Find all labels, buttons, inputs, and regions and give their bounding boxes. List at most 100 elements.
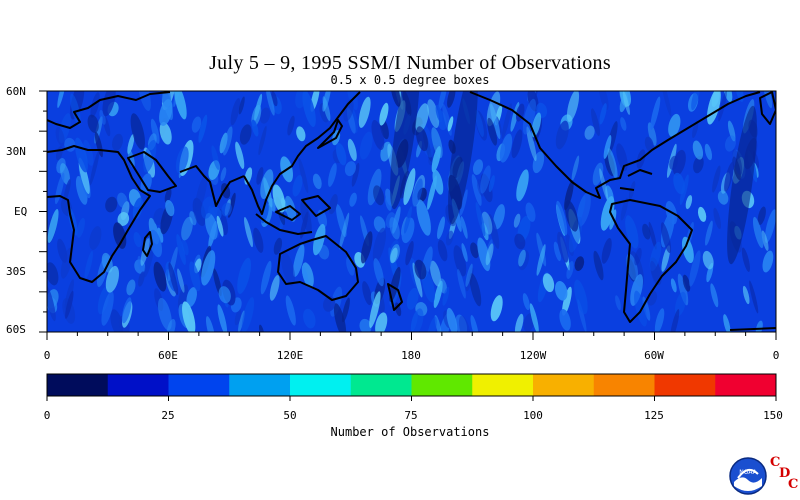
swath-mark bbox=[133, 231, 142, 248]
swath-mark bbox=[359, 318, 372, 332]
swath-mark bbox=[379, 102, 389, 126]
swath-mark bbox=[130, 113, 145, 150]
swath-mark bbox=[359, 131, 373, 160]
coastline-europe bbox=[47, 91, 171, 129]
swath-mark bbox=[525, 202, 536, 222]
swath-mark bbox=[343, 99, 354, 122]
colorbar-tick-75: 75 bbox=[404, 409, 418, 422]
swath-mark bbox=[764, 209, 776, 244]
swath-mark bbox=[431, 127, 443, 159]
swath-mark bbox=[138, 91, 151, 112]
swath-mark bbox=[89, 226, 102, 250]
swath-mark bbox=[175, 146, 189, 174]
swath-mark bbox=[644, 136, 654, 153]
swath-mark bbox=[562, 286, 572, 316]
swath-mark bbox=[217, 304, 228, 332]
swath-mark bbox=[446, 307, 458, 332]
colorbar-tick-50: 50 bbox=[283, 409, 297, 422]
coastline-greenland bbox=[759, 91, 776, 125]
swath-mark bbox=[469, 273, 482, 307]
colorbar-swatch bbox=[168, 374, 230, 396]
swath-mark bbox=[205, 316, 216, 332]
swath-mark bbox=[238, 96, 245, 115]
swath-mark bbox=[668, 113, 681, 137]
swath-mark bbox=[616, 143, 628, 172]
swath-mark bbox=[159, 99, 173, 126]
lat-label-eq: EQ bbox=[14, 205, 28, 218]
swath-mark bbox=[553, 241, 562, 262]
swath-mark bbox=[110, 309, 124, 332]
swath-mark bbox=[63, 179, 71, 202]
swath-mark bbox=[455, 314, 468, 332]
swath-mark bbox=[724, 161, 735, 192]
swath-mark bbox=[58, 113, 71, 144]
swath-mark bbox=[692, 120, 699, 139]
swath-mark bbox=[453, 245, 467, 277]
swath-mark bbox=[542, 273, 555, 293]
swath-mark bbox=[412, 178, 423, 208]
colorbar-swatch bbox=[533, 374, 595, 396]
coastline-australia bbox=[277, 235, 359, 301]
noaa-logo-text: NOAA bbox=[739, 469, 757, 476]
swath-mark bbox=[371, 120, 385, 150]
colorbar-swatch bbox=[472, 374, 534, 396]
swath-mark bbox=[198, 114, 208, 143]
swath-mark bbox=[375, 312, 388, 332]
swath-mark bbox=[241, 297, 255, 332]
coastline-india bbox=[179, 165, 245, 207]
swath-mark bbox=[60, 247, 73, 279]
swath-mark bbox=[57, 91, 66, 108]
swath-mark bbox=[556, 200, 568, 236]
swath-mark bbox=[102, 91, 116, 117]
swath-mark bbox=[620, 197, 629, 221]
low-coverage-band bbox=[727, 105, 757, 265]
swath-mark bbox=[421, 269, 436, 303]
swath-mark bbox=[615, 295, 621, 311]
swath-mark bbox=[702, 250, 714, 270]
swath-mark bbox=[176, 234, 186, 265]
swath-mark bbox=[710, 283, 719, 308]
swath-mark bbox=[96, 255, 109, 288]
swath-mark bbox=[625, 215, 639, 249]
swath-mark bbox=[284, 195, 297, 222]
swath-mark bbox=[499, 133, 513, 163]
swath-mark bbox=[403, 168, 416, 206]
swath-mark bbox=[650, 96, 661, 130]
swath-mark bbox=[90, 92, 100, 118]
swath-mark bbox=[749, 280, 759, 314]
swath-mark bbox=[234, 309, 242, 326]
colorbar-swatch bbox=[715, 374, 777, 396]
coastline-south-america bbox=[609, 199, 693, 323]
swath-mark bbox=[630, 274, 644, 306]
swath-mark bbox=[83, 139, 94, 166]
swath-mark bbox=[186, 287, 197, 308]
swath-mark bbox=[416, 126, 428, 152]
swath-mark bbox=[490, 295, 503, 322]
swath-mark bbox=[518, 249, 526, 267]
swath-mark bbox=[410, 308, 424, 332]
swath-mark bbox=[195, 175, 208, 211]
swath-mark bbox=[97, 286, 110, 315]
swath-mark bbox=[447, 116, 454, 132]
swath-mark bbox=[347, 138, 357, 161]
swath-mark bbox=[159, 122, 172, 145]
lat-label-30s: 30S bbox=[6, 265, 26, 278]
swath-mark bbox=[705, 220, 713, 246]
swath-mark bbox=[220, 167, 227, 182]
map-title: July 5 – 9, 1995 SSM/I Number of Observa… bbox=[209, 52, 611, 74]
swath-mark bbox=[174, 91, 187, 120]
swath-mark bbox=[201, 196, 214, 219]
swath-mark bbox=[385, 196, 392, 211]
swath-mark bbox=[522, 98, 536, 135]
swath-mark bbox=[389, 266, 401, 302]
swath-mark bbox=[271, 91, 278, 107]
swath-mark bbox=[445, 230, 454, 246]
map-subtitle: 0.5 x 0.5 degree boxes bbox=[330, 73, 490, 87]
swath-mark bbox=[461, 243, 468, 262]
lat-label-60s: 60S bbox=[6, 323, 26, 336]
swath-mark bbox=[259, 107, 271, 124]
swath-mark bbox=[511, 129, 523, 159]
swath-mark bbox=[372, 227, 386, 263]
swath-mark bbox=[670, 278, 677, 293]
